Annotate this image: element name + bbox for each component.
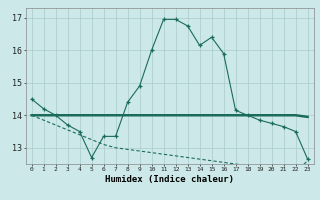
X-axis label: Humidex (Indice chaleur): Humidex (Indice chaleur) — [105, 175, 234, 184]
